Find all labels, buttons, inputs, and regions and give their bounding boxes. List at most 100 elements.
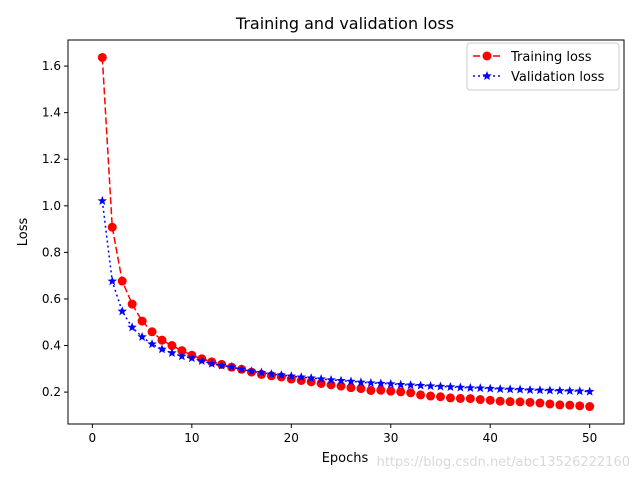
data-point-training — [515, 397, 525, 407]
data-point-validation — [256, 367, 267, 377]
data-point-training — [167, 341, 177, 351]
y-tick-label: 0.6 — [42, 292, 61, 306]
data-point-validation — [127, 322, 137, 332]
x-axis-label: Epochs — [322, 451, 369, 466]
data-point-validation — [435, 381, 446, 391]
data-point-validation — [366, 378, 376, 388]
data-point-training — [356, 384, 366, 394]
data-point-training — [147, 327, 157, 337]
data-point-validation — [495, 384, 505, 394]
y-tick-label: 1.4 — [42, 106, 61, 120]
data-point-validation — [137, 331, 147, 341]
data-point-training — [555, 400, 565, 410]
y-axis-label: Loss — [16, 218, 31, 247]
data-point-training — [435, 392, 445, 402]
data-point-training — [346, 383, 356, 393]
y-tick-label: 1.0 — [42, 199, 61, 213]
data-point-training — [525, 397, 535, 407]
data-point-training — [495, 396, 505, 406]
data-point-validation — [455, 382, 466, 392]
data-point-training — [416, 390, 426, 400]
data-point-validation — [147, 339, 157, 349]
data-point-validation — [425, 381, 436, 391]
data-point-training — [575, 401, 585, 411]
data-point-validation — [485, 383, 495, 393]
x-tick-label: 40 — [483, 431, 498, 445]
data-point-validation — [535, 385, 545, 395]
data-point-validation — [584, 386, 595, 396]
data-point-training — [177, 346, 187, 356]
series-line-training — [101, 57, 590, 408]
data-point-validation — [206, 358, 217, 368]
data-point-training — [306, 377, 316, 387]
data-point-validation — [216, 360, 227, 370]
y-tick-label: 0.2 — [42, 385, 61, 399]
y-tick-label: 0.4 — [42, 339, 61, 353]
data-point-validation — [386, 378, 396, 388]
data-point-training — [505, 397, 515, 407]
data-point-training — [157, 335, 167, 345]
data-point-validation — [376, 378, 386, 388]
legend-box — [466, 42, 620, 91]
data-point-training — [465, 394, 475, 404]
series-line-validation — [101, 200, 590, 393]
data-point-validation — [525, 385, 535, 395]
data-point-validation — [157, 344, 167, 354]
data-point-training — [296, 375, 306, 385]
x-tick-label: 50 — [582, 431, 597, 445]
data-point-validation — [574, 386, 585, 396]
watermark-text: https://blog.csdn.net/abc13526222160 — [377, 455, 630, 470]
data-point-training — [107, 222, 117, 232]
data-point-training — [535, 398, 545, 408]
data-point-training — [366, 385, 376, 395]
data-point-training — [475, 395, 485, 405]
data-point-validation — [97, 195, 108, 205]
data-point-validation — [545, 385, 555, 395]
data-point-training — [396, 387, 406, 397]
data-point-validation — [197, 355, 207, 365]
legend-label: Validation loss — [511, 70, 605, 85]
legend-marker — [482, 51, 492, 61]
chart-title: Training and validation loss — [235, 14, 454, 33]
data-point-validation — [505, 384, 515, 394]
data-point-validation — [286, 371, 297, 381]
data-point-training — [406, 388, 416, 398]
data-point-validation — [475, 383, 486, 393]
data-point-training — [97, 52, 107, 62]
data-point-validation — [226, 362, 237, 372]
data-point-validation — [336, 375, 346, 385]
data-point-training — [386, 386, 396, 396]
data-point-training — [585, 402, 595, 412]
x-tick-label: 30 — [383, 431, 398, 445]
data-point-validation — [515, 384, 525, 394]
y-tick-label: 0.8 — [42, 245, 61, 259]
data-point-validation — [356, 377, 366, 387]
data-point-validation — [177, 351, 187, 361]
data-point-training — [376, 385, 386, 395]
y-tick-label: 1.6 — [42, 59, 61, 73]
data-point-validation — [395, 379, 406, 389]
data-point-validation — [246, 366, 257, 376]
data-point-validation — [167, 347, 177, 358]
data-point-training — [137, 316, 147, 326]
data-point-validation — [117, 306, 127, 316]
data-point-validation — [316, 374, 326, 384]
data-point-training — [485, 395, 495, 405]
data-point-training — [426, 391, 436, 401]
legend-marker — [482, 71, 492, 81]
data-point-validation — [565, 385, 575, 395]
data-point-validation — [276, 370, 287, 380]
data-point-validation — [465, 382, 476, 392]
data-point-validation — [296, 372, 306, 382]
data-point-training — [127, 299, 137, 309]
data-point-validation — [405, 380, 416, 390]
data-point-training — [117, 276, 127, 286]
data-point-validation — [326, 374, 336, 385]
x-tick-label: 20 — [284, 431, 299, 445]
data-point-training — [445, 393, 455, 403]
data-point-training — [565, 400, 575, 410]
data-point-validation — [107, 276, 118, 286]
data-point-validation — [187, 353, 197, 363]
